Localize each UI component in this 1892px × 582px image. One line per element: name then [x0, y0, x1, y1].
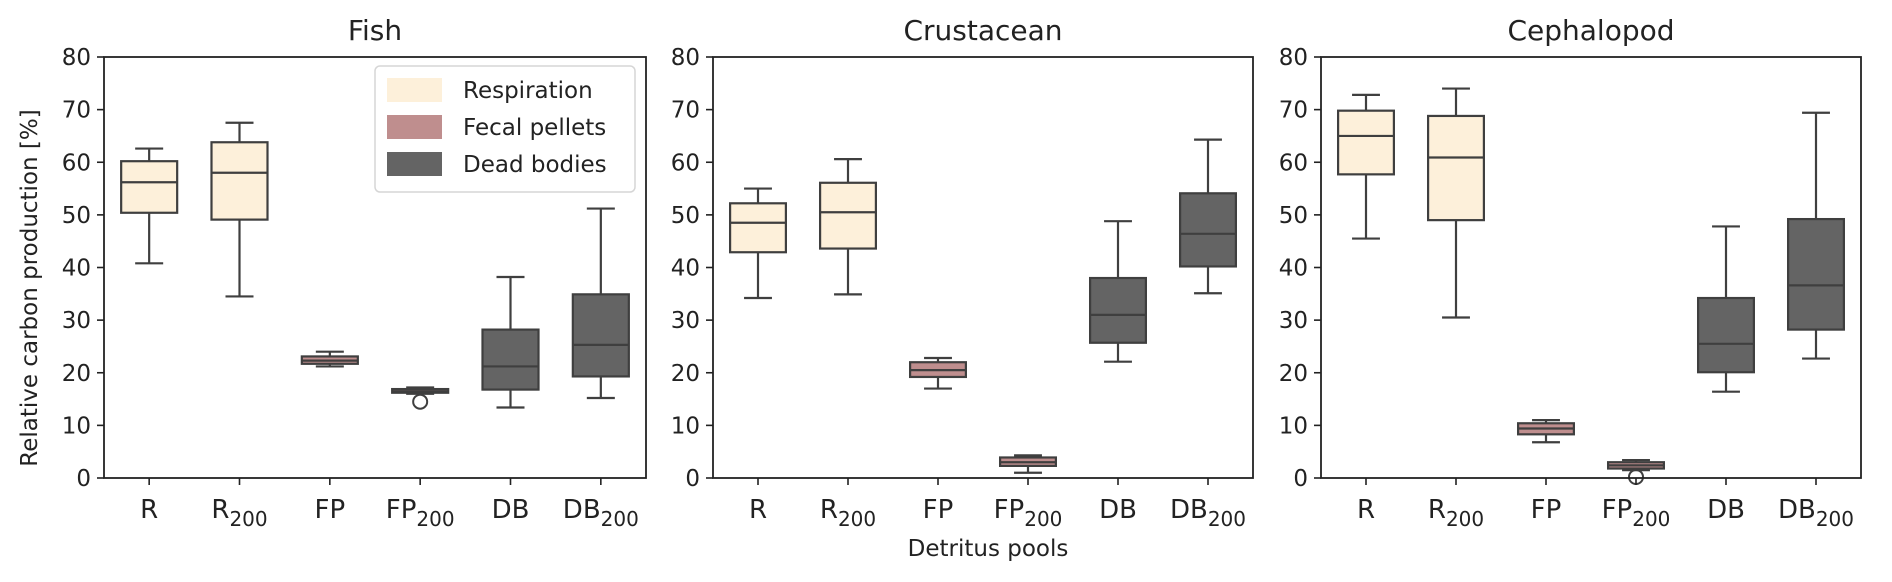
y-tick-label: 30	[671, 308, 700, 334]
box-fp200	[998, 454, 1057, 474]
x-tick-label: R	[140, 495, 158, 525]
y-tick-label: 30	[1279, 308, 1308, 334]
y-tick-label: 50	[671, 203, 700, 229]
iqr-box	[1426, 114, 1485, 222]
panel-cephalopod: Cephalopod R R200 FP FP200 DB DB200 0 10 20 30 40 50…	[1279, 14, 1862, 531]
x-tick-label: R200	[820, 495, 876, 531]
x-axis-label: Detritus pools	[908, 536, 1069, 562]
box-fp	[300, 350, 359, 368]
y-tick-label: 30	[62, 308, 91, 334]
axes-frame	[1320, 56, 1862, 479]
y-tick-label: 60	[1279, 150, 1308, 176]
x-tick-label: FP200	[994, 495, 1063, 531]
x-tick-label: DB	[1099, 495, 1137, 525]
y-tick-label: 10	[62, 413, 91, 439]
y-tick-label: 40	[62, 256, 91, 282]
axes-frame	[103, 56, 647, 479]
box-fp	[908, 356, 967, 390]
iqr-box	[1178, 192, 1237, 268]
legend-swatch-dead-bodies	[387, 152, 442, 176]
box-fp200	[1606, 459, 1665, 485]
box-db200	[1178, 138, 1237, 295]
legend-swatch-respiration	[387, 78, 442, 102]
x-tick-label: DB	[492, 495, 530, 525]
legend-label: Dead bodies	[463, 152, 607, 178]
y-tick-label: 80	[671, 45, 700, 71]
y-tick-label: 20	[1279, 361, 1308, 387]
y-tick-label: 50	[62, 203, 91, 229]
x-tick-label: FP200	[386, 495, 455, 531]
y-tick-label: 70	[62, 98, 91, 124]
x-tick-label: DB200	[1170, 495, 1246, 531]
panel-title: Crustacean	[903, 14, 1062, 47]
y-tick-label: 80	[1279, 45, 1308, 71]
box-db	[481, 275, 540, 409]
x-tick-label: FP	[1531, 495, 1562, 525]
y-tick-label: 50	[1279, 203, 1308, 229]
box-db	[1088, 220, 1147, 363]
y-tick-label: 60	[62, 150, 91, 176]
x-tick-label: FP200	[1602, 495, 1671, 531]
iqr-box	[481, 328, 540, 391]
x-tick-label: DB	[1707, 495, 1745, 525]
panel-title: Fish	[348, 14, 402, 47]
iqr-box	[1088, 276, 1147, 344]
y-tick-label: 10	[1279, 413, 1308, 439]
iqr-box	[1336, 109, 1395, 176]
panel-crustacean: Crustacean R R200 FP FP200 DB DB200 0 10 20 30 40 50…	[671, 14, 1254, 531]
x-tick-label: DB200	[1778, 495, 1854, 531]
iqr-box	[210, 141, 269, 221]
y-tick-label: 20	[671, 361, 700, 387]
iqr-box	[120, 160, 179, 214]
iqr-box	[818, 181, 877, 250]
iqr-box	[571, 293, 630, 378]
box-db200	[571, 207, 630, 400]
x-tick-label: R200	[211, 495, 267, 531]
x-tick-label: FP	[315, 495, 346, 525]
y-tick-label: 70	[671, 98, 700, 124]
box-r200	[818, 157, 877, 296]
y-tick-label: 0	[1293, 466, 1308, 492]
y-tick-label: 60	[671, 150, 700, 176]
box-r	[1336, 93, 1395, 240]
legend-label: Fecal pellets	[463, 115, 606, 141]
axes-frame	[712, 56, 1254, 479]
iqr-box	[1696, 296, 1755, 374]
iqr-box	[728, 202, 787, 254]
y-tick-label: 40	[1279, 256, 1308, 282]
y-tick-label: 80	[62, 45, 91, 71]
y-axis-label: Relative carbon production [%]	[17, 109, 43, 466]
x-tick-label: DB200	[563, 495, 639, 531]
x-tick-label: R	[1357, 495, 1375, 525]
x-tick-label: FP	[923, 495, 954, 525]
box-r200	[1426, 87, 1485, 319]
iqr-box	[1786, 217, 1845, 331]
y-tick-label: 20	[62, 361, 91, 387]
x-tick-label: R200	[1428, 495, 1484, 531]
panel-title: Cephalopod	[1507, 14, 1674, 47]
box-db	[1696, 225, 1755, 393]
box-r200	[210, 121, 269, 298]
outlier-point	[412, 393, 429, 410]
y-tick-label: 40	[671, 256, 700, 282]
legend-swatch-fecal-pellets	[387, 115, 442, 139]
x-tick-label: R	[749, 495, 767, 525]
y-tick-label: 10	[671, 413, 700, 439]
panel-fish: Fish R R200 FP FP200 DB DB200 0 10 20 30 40 50 60 70 80	[62, 14, 647, 531]
box-r	[120, 147, 179, 265]
box-fp200	[391, 386, 450, 410]
y-tick-label: 0	[685, 466, 700, 492]
box-fp	[1516, 419, 1575, 444]
y-tick-label: 0	[76, 466, 91, 492]
legend: Respiration Fecal pellets Dead bodies	[374, 65, 636, 193]
box-db200	[1786, 111, 1845, 360]
box-r	[728, 187, 787, 300]
legend-label: Respiration	[463, 78, 593, 104]
y-tick-label: 70	[1279, 98, 1308, 124]
